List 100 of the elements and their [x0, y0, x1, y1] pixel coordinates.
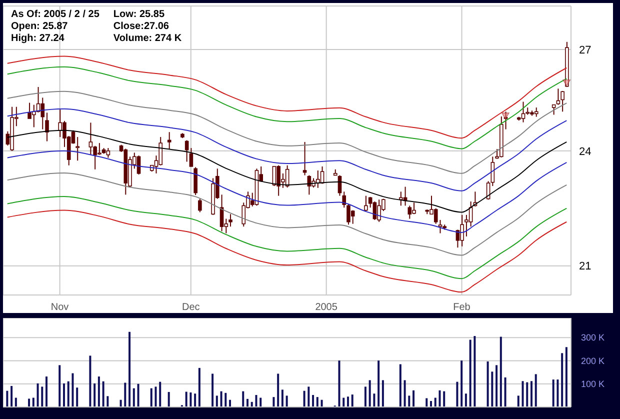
candlestick	[302, 141, 307, 176]
bar	[62, 383, 65, 407]
candlestick	[468, 200, 473, 228]
bar	[255, 394, 258, 407]
candlestick	[45, 112, 49, 142]
bar	[474, 336, 476, 407]
annotation: Volume: 274 K	[113, 33, 182, 45]
bar	[556, 379, 559, 407]
candlestick	[350, 210, 355, 224]
bar	[41, 386, 44, 407]
candlestick	[342, 191, 346, 208]
y-tick-label: 100 K	[581, 378, 605, 389]
bar	[6, 390, 8, 407]
bar	[469, 340, 472, 407]
bar	[286, 396, 288, 407]
candlestick	[534, 107, 538, 118]
bar	[132, 388, 135, 407]
bar	[102, 381, 104, 407]
bar	[36, 383, 39, 407]
bar	[198, 368, 200, 407]
x-tick-label: Feb	[453, 302, 471, 314]
bar	[412, 390, 415, 407]
bar	[351, 394, 354, 407]
annotation: High: 27.24	[11, 33, 66, 45]
bar	[561, 353, 564, 407]
candlestick	[189, 148, 194, 167]
bar	[14, 398, 17, 407]
bar	[159, 382, 162, 407]
bar	[434, 398, 436, 407]
bar	[491, 372, 494, 407]
bar	[185, 392, 188, 407]
bar	[281, 390, 284, 407]
bar	[456, 382, 458, 407]
candlestick	[228, 214, 232, 228]
candlestick	[88, 122, 93, 156]
bar	[67, 381, 70, 407]
x-tick-label: 2005	[315, 302, 338, 314]
bar	[308, 386, 310, 407]
bar	[150, 388, 152, 407]
bar	[154, 386, 157, 407]
bar	[76, 388, 78, 407]
candlestick	[560, 90, 564, 112]
bar	[216, 396, 218, 407]
bar	[72, 373, 74, 407]
bar	[338, 360, 340, 407]
annotation: Open: 25.87	[11, 21, 69, 33]
bar	[522, 381, 524, 407]
y-tick-label: 24	[579, 146, 592, 158]
bar	[346, 396, 349, 407]
bar	[526, 382, 528, 407]
bar	[89, 356, 92, 407]
bar	[242, 391, 244, 407]
candlestick	[552, 104, 556, 116]
line-series	[6, 108, 568, 192]
bar	[190, 392, 192, 407]
bar	[565, 347, 568, 407]
bar	[246, 398, 248, 407]
bar	[168, 392, 170, 407]
candlestick	[198, 198, 202, 213]
bar	[408, 396, 410, 407]
bar	[124, 382, 126, 407]
bar	[46, 376, 48, 407]
bar	[303, 390, 306, 407]
bar	[272, 397, 275, 407]
bar	[517, 396, 520, 407]
y-tick-label: 200 K	[581, 356, 605, 366]
bar	[58, 365, 61, 407]
bar	[552, 379, 554, 407]
bar	[342, 398, 345, 407]
candlestick	[504, 111, 508, 130]
bar	[364, 386, 366, 407]
bar	[224, 392, 227, 407]
bar	[316, 397, 318, 407]
bar	[534, 374, 537, 407]
candlestick	[408, 205, 412, 220]
bar	[120, 400, 122, 407]
bar	[438, 390, 441, 407]
annotation: As Of: 2005 / 2 / 25	[11, 9, 100, 21]
bar	[194, 394, 196, 407]
bar	[443, 391, 446, 407]
x-tick-label: Dec	[182, 302, 200, 314]
bar	[368, 380, 371, 407]
bar	[504, 377, 506, 407]
bar	[486, 361, 489, 407]
bar	[32, 398, 34, 407]
line-series	[6, 196, 568, 280]
y-tick-label: 27	[579, 44, 592, 56]
y-tick-label: 21	[579, 260, 592, 273]
x-tick-label: Nov	[50, 302, 69, 314]
candlestick	[521, 101, 526, 123]
bar	[399, 364, 402, 407]
bar	[460, 360, 463, 407]
bar	[137, 384, 140, 407]
candlestick	[460, 214, 464, 247]
candlestick	[76, 136, 80, 162]
bar	[430, 400, 432, 407]
candlestick	[106, 148, 110, 158]
bar	[106, 396, 109, 407]
bar	[212, 374, 214, 407]
bar	[464, 394, 467, 407]
